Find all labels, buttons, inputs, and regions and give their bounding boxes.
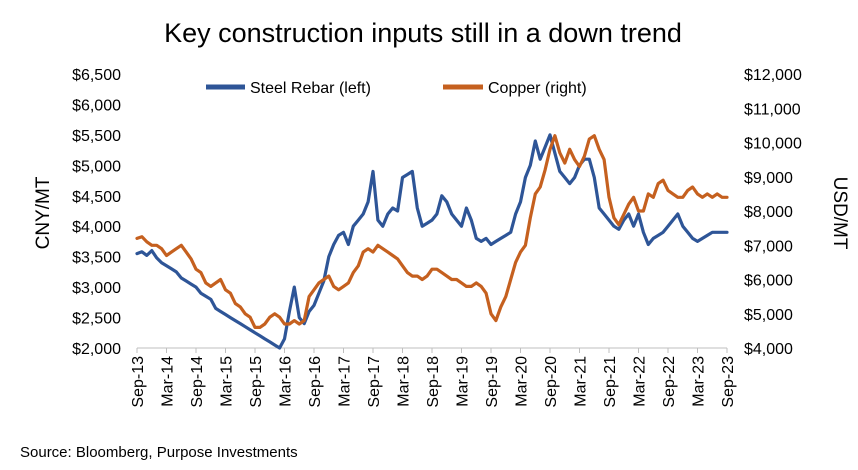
legend-label-steel-rebar: Steel Rebar (left) bbox=[250, 80, 371, 97]
x-tick-label: Mar-20 bbox=[514, 356, 531, 407]
series-steel-rebar bbox=[135, 133, 729, 350]
x-tick-label: Mar-16 bbox=[278, 356, 295, 407]
x-axis-ticks: Sep-13 Mar-14 Sep-14 Mar-15 Sep-15 Mar-16 Sep-… bbox=[130, 348, 737, 408]
chart-title: Key construction inputs still in a down … bbox=[164, 18, 682, 48]
left-tick-label: $4,000 bbox=[72, 219, 121, 236]
x-tick-label: Sep-15 bbox=[248, 356, 265, 408]
right-tick-label: $10,000 bbox=[744, 136, 802, 153]
x-tick-label: Sep-17 bbox=[366, 356, 383, 408]
x-tick-label: Mar-21 bbox=[573, 356, 590, 407]
right-tick-label: $7,000 bbox=[744, 238, 793, 255]
x-tick-label: Sep-19 bbox=[484, 356, 501, 408]
legend-label-copper: Copper (right) bbox=[488, 80, 587, 97]
right-tick-label: $6,000 bbox=[744, 273, 793, 290]
right-tick-label: $9,000 bbox=[744, 170, 793, 187]
x-tick-label: Sep-23 bbox=[720, 356, 737, 408]
left-tick-label: $4,500 bbox=[72, 189, 121, 206]
x-tick-label: Sep-22 bbox=[661, 356, 678, 408]
right-tick-label: $5,000 bbox=[744, 307, 793, 324]
x-tick-label: Sep-14 bbox=[189, 356, 206, 408]
x-tick-label: Mar-19 bbox=[455, 356, 472, 407]
left-tick-label: $6,500 bbox=[72, 67, 121, 84]
left-tick-label: $5,000 bbox=[72, 158, 121, 175]
left-tick-label: $2,000 bbox=[72, 341, 121, 358]
left-tick-label: $6,000 bbox=[72, 97, 121, 114]
x-tick-label: Sep-18 bbox=[425, 356, 442, 408]
right-tick-label: $11,000 bbox=[744, 101, 801, 118]
x-tick-label: Mar-14 bbox=[160, 356, 177, 407]
series-lines bbox=[135, 133, 729, 350]
x-tick-label: Sep-20 bbox=[543, 356, 560, 408]
left-tick-label: $3,000 bbox=[72, 280, 121, 297]
x-tick-label: Mar-22 bbox=[632, 356, 649, 407]
x-tick-label: Mar-18 bbox=[396, 356, 413, 407]
x-tick-label: Sep-16 bbox=[307, 356, 324, 408]
series-copper bbox=[135, 134, 729, 329]
left-tick-label: $3,500 bbox=[72, 250, 121, 267]
left-axis-title: CNY/MT bbox=[33, 176, 54, 249]
left-tick-label: $5,500 bbox=[72, 128, 121, 145]
right-axis-title: USD/MT bbox=[829, 177, 850, 250]
right-tick-label: $8,000 bbox=[744, 204, 793, 221]
x-tick-label: Sep-13 bbox=[130, 356, 147, 408]
x-tick-label: Mar-15 bbox=[219, 356, 236, 407]
left-tick-label: $2,500 bbox=[72, 311, 121, 328]
right-axis-ticks: $4,000 $5,000 $6,000 $7,000 $8,000 $9,000 $10,… bbox=[744, 67, 802, 358]
right-tick-label: $12,000 bbox=[744, 67, 802, 84]
x-tick-label: Sep-21 bbox=[602, 356, 619, 408]
legend: Steel Rebar (left) Copper (right) bbox=[206, 80, 587, 97]
x-tick-label: Mar-23 bbox=[691, 356, 708, 407]
right-tick-label: $4,000 bbox=[744, 341, 793, 358]
x-tick-label: Mar-17 bbox=[337, 356, 354, 407]
left-axis-ticks: $2,000 $2,500 $3,000 $3,500 $4,000 $4,500 $5,0… bbox=[72, 67, 121, 358]
source-note: Source: Bloomberg, Purpose Investments bbox=[20, 444, 298, 461]
